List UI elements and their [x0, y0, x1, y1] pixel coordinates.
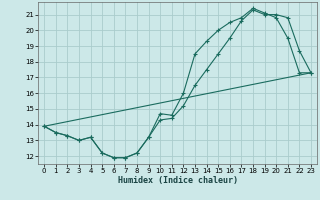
X-axis label: Humidex (Indice chaleur): Humidex (Indice chaleur)	[118, 176, 238, 185]
